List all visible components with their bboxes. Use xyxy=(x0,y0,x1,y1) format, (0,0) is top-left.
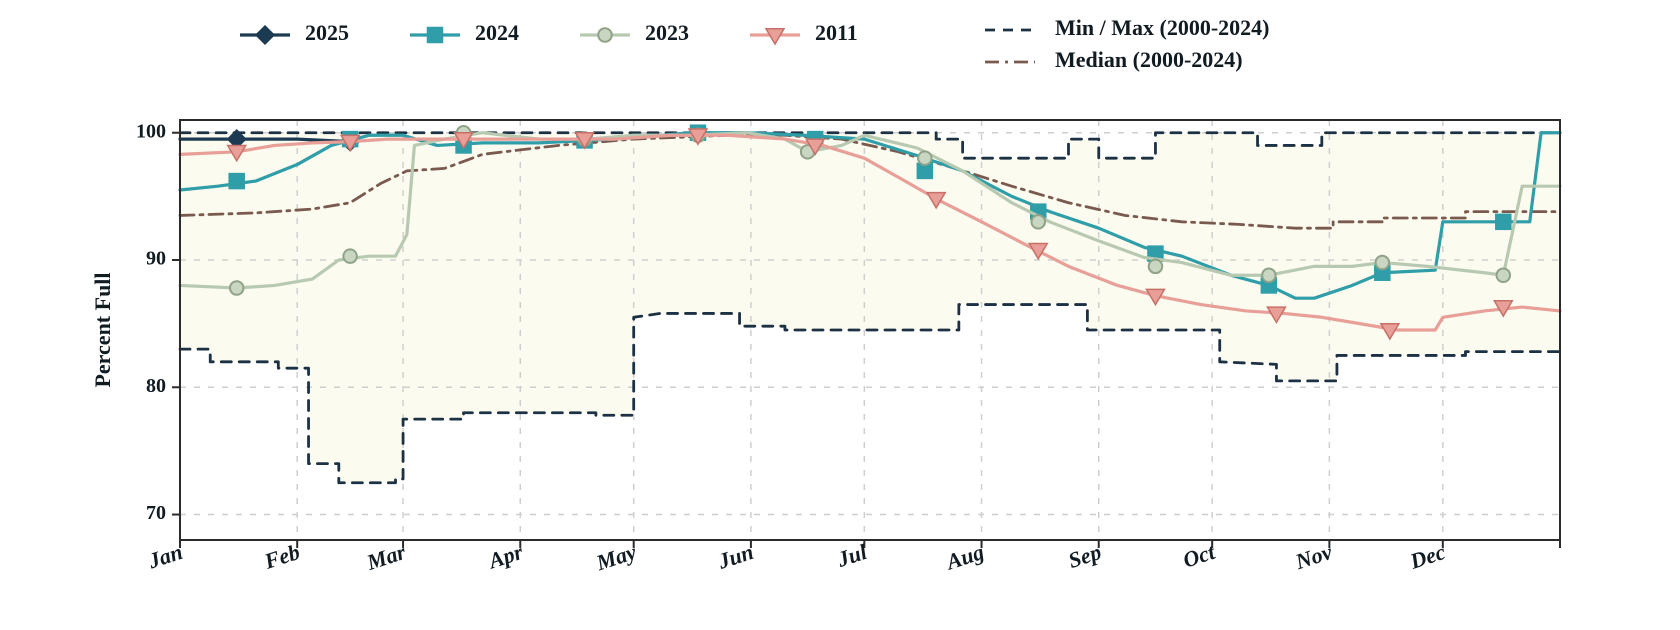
svg-text:Min / Max (2000-2024): Min / Max (2000-2024) xyxy=(1055,15,1269,40)
svg-text:70: 70 xyxy=(146,502,166,524)
svg-text:2024: 2024 xyxy=(475,20,519,45)
svg-text:Median (2000-2024): Median (2000-2024) xyxy=(1055,47,1243,72)
svg-text:90: 90 xyxy=(146,248,166,270)
chart-svg: 708090100Percent FullJanFebMarAprMayJunJ… xyxy=(0,0,1680,630)
svg-text:2011: 2011 xyxy=(815,20,858,45)
svg-text:2023: 2023 xyxy=(645,20,689,45)
svg-text:2025: 2025 xyxy=(305,20,349,45)
reservoir-percent-full-chart: 708090100Percent FullJanFebMarAprMayJunJ… xyxy=(0,0,1680,630)
svg-text:80: 80 xyxy=(146,375,166,397)
svg-text:Percent Full: Percent Full xyxy=(90,272,115,387)
svg-text:100: 100 xyxy=(136,120,166,142)
